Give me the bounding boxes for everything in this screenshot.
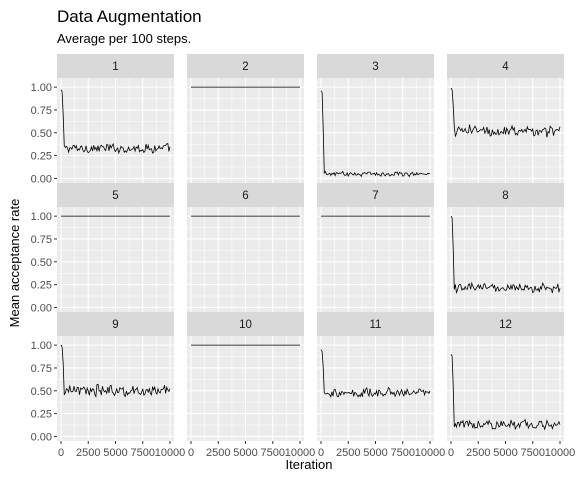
x-tick-label: 0 <box>448 447 454 459</box>
facet-strip-label: 10 <box>239 319 252 331</box>
x-tick-label: 2500 <box>206 447 230 459</box>
facet-strip-label: 2 <box>242 61 248 73</box>
chart-title: Data Augmentation <box>57 7 202 26</box>
x-tick-label: 2500 <box>336 447 360 459</box>
y-tick-label: 0.75 <box>31 234 52 246</box>
x-tick-label: 10000 <box>155 447 186 459</box>
facet-strip <box>57 183 174 207</box>
facet-panel-6: 6 <box>187 183 304 312</box>
facet-panel-2: 2 <box>187 54 304 183</box>
facet-panel-5: 5 0.00 0.25 0.50 0.75 1.00 <box>31 183 174 314</box>
facet-strip-label: 7 <box>372 190 378 202</box>
facet-strip <box>447 183 564 207</box>
chart-subtitle: Average per 100 steps. <box>57 31 191 46</box>
x-tick-label: 5000 <box>233 447 257 459</box>
x-tick-label: 5000 <box>493 447 517 459</box>
facet-panel-12: 12 0 2500 5000 7500 10000 <box>447 312 575 459</box>
x-tick-label: 5000 <box>363 447 387 459</box>
y-axis-title: Mean acceptance rate <box>7 199 22 328</box>
x-tick-label: 5000 <box>103 447 127 459</box>
series-line-3 <box>320 90 431 178</box>
x-tick-label: 10000 <box>415 447 446 459</box>
facet-strip <box>447 312 564 336</box>
series-line-12 <box>450 354 561 431</box>
series-line-8 <box>450 215 561 294</box>
y-tick-label: 0.50 <box>31 386 52 398</box>
series-line-9 <box>60 344 171 398</box>
facet-strip <box>447 54 564 78</box>
y-tick-label: 0.25 <box>31 280 52 292</box>
series-line-11 <box>320 349 431 398</box>
x-tick-label: 10000 <box>545 447 576 459</box>
x-tick-label: 2500 <box>76 447 100 459</box>
facet-strip-label: 1 <box>112 61 118 73</box>
x-tick-label: 0 <box>58 447 64 459</box>
facet-strip <box>187 183 304 207</box>
x-axis-title: Iteration <box>286 457 333 472</box>
facet-strip-label: 9 <box>112 319 118 331</box>
y-tick-label: 0.00 <box>31 431 52 443</box>
facet-panel-3: 3 <box>317 54 434 183</box>
y-tick-label: 0.50 <box>31 128 52 140</box>
facet-strip-label: 11 <box>370 319 382 331</box>
facet-strip <box>317 183 434 207</box>
facet-strip <box>57 312 174 336</box>
x-tick-label: 0 <box>318 447 324 459</box>
facet-strip-label: 4 <box>502 61 509 73</box>
facet-panel-1: 1 0.00 0.25 0.50 0.75 1.00 <box>31 54 174 185</box>
facet-grid: 1 0.00 0.25 0.50 0.75 1.00 2 3 4 5 0.00 0.25 0.50 0.7… <box>31 54 575 459</box>
series-line-1 <box>60 89 171 155</box>
y-tick-label: 0.00 <box>31 173 52 185</box>
y-tick-label: 0.25 <box>31 409 52 421</box>
x-tick-label: 10000 <box>285 447 316 459</box>
facet-panel-8: 8 <box>447 183 564 312</box>
y-tick-label: 0.25 <box>31 151 52 163</box>
facet-strip-label: 3 <box>372 61 378 73</box>
facet-strip-label: 6 <box>242 190 248 202</box>
facet-strip-label: 12 <box>499 319 512 331</box>
x-tick-label: 7500 <box>521 447 545 459</box>
x-tick-label: 7500 <box>131 447 155 459</box>
x-tick-label: 7500 <box>391 447 415 459</box>
y-tick-label: 0.00 <box>31 302 52 314</box>
x-tick-label: 2500 <box>466 447 490 459</box>
facet-strip-label: 5 <box>112 190 118 202</box>
facet-panel-9: 9 0.00 0.25 0.50 0.75 1.00 0 2500 5000 7500 10000 <box>31 312 186 459</box>
facet-strip <box>187 312 304 336</box>
facet-strip <box>317 312 434 336</box>
y-tick-label: 1.00 <box>31 211 52 223</box>
y-tick-label: 0.75 <box>31 363 52 375</box>
facet-strip <box>187 54 304 78</box>
y-tick-label: 0.50 <box>31 257 52 269</box>
facet-panel-10: 10 0 2500 5000 7500 10000 <box>187 312 315 459</box>
facet-strip-label: 8 <box>502 190 508 202</box>
y-tick-label: 1.00 <box>31 82 52 94</box>
x-tick-label: 0 <box>188 447 194 459</box>
facet-strip <box>317 54 434 78</box>
facet-strip <box>57 54 174 78</box>
facet-panel-11: 11 0 2500 5000 7500 10000 <box>317 312 445 459</box>
y-tick-label: 1.00 <box>31 340 52 352</box>
y-tick-label: 0.75 <box>31 105 52 117</box>
facet-panel-4: 4 <box>447 54 564 183</box>
facet-panel-7: 7 <box>317 183 434 312</box>
series-line-4 <box>450 87 561 138</box>
x-tick-label: 7500 <box>261 447 285 459</box>
